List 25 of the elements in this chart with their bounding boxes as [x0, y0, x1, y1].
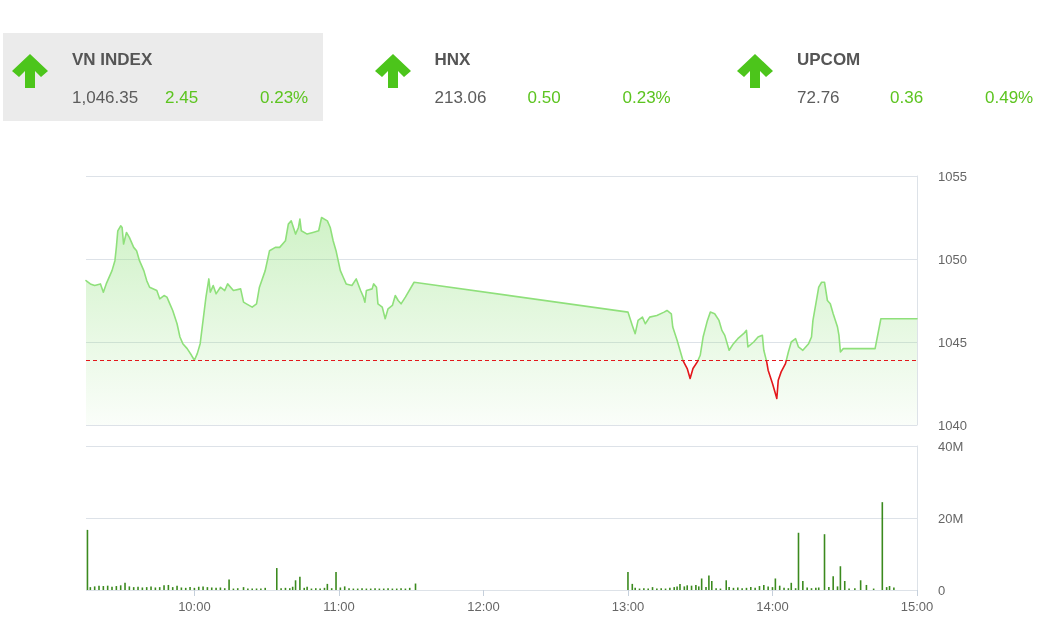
text: 213.06	[434, 88, 487, 108]
y-tick-label: 1050	[938, 251, 967, 267]
text: 72.76	[797, 88, 840, 108]
text: 0.50	[527, 88, 561, 108]
y-tick-label: 1055	[938, 168, 967, 184]
text: 0.36	[890, 88, 924, 108]
y-tick-label: 0	[938, 582, 946, 598]
text: 0.23%	[622, 88, 671, 108]
x-tick-label: 10:00	[178, 599, 211, 614]
y-tick-label: 1040	[938, 417, 967, 433]
text: 1,046.35	[72, 88, 139, 108]
x-tick-label: 14:00	[756, 599, 789, 614]
x-tick-label: 11:00	[323, 599, 355, 614]
text: VN INDEX	[72, 50, 153, 70]
x-tick-label: 13:00	[611, 599, 645, 614]
text: 0.23%	[260, 88, 309, 108]
x-tick-label: 12:00	[467, 599, 500, 614]
y-tick-label: 40M	[938, 438, 964, 454]
x-tick-label: 15:00	[900, 599, 934, 614]
text: HNX	[434, 50, 471, 70]
text: 2.45	[165, 88, 199, 108]
y-tick-label: 1045	[938, 334, 967, 350]
text: UPCOM	[797, 50, 861, 70]
y-tick-label: 20M	[938, 510, 964, 526]
text: 0.49%	[985, 88, 1034, 108]
